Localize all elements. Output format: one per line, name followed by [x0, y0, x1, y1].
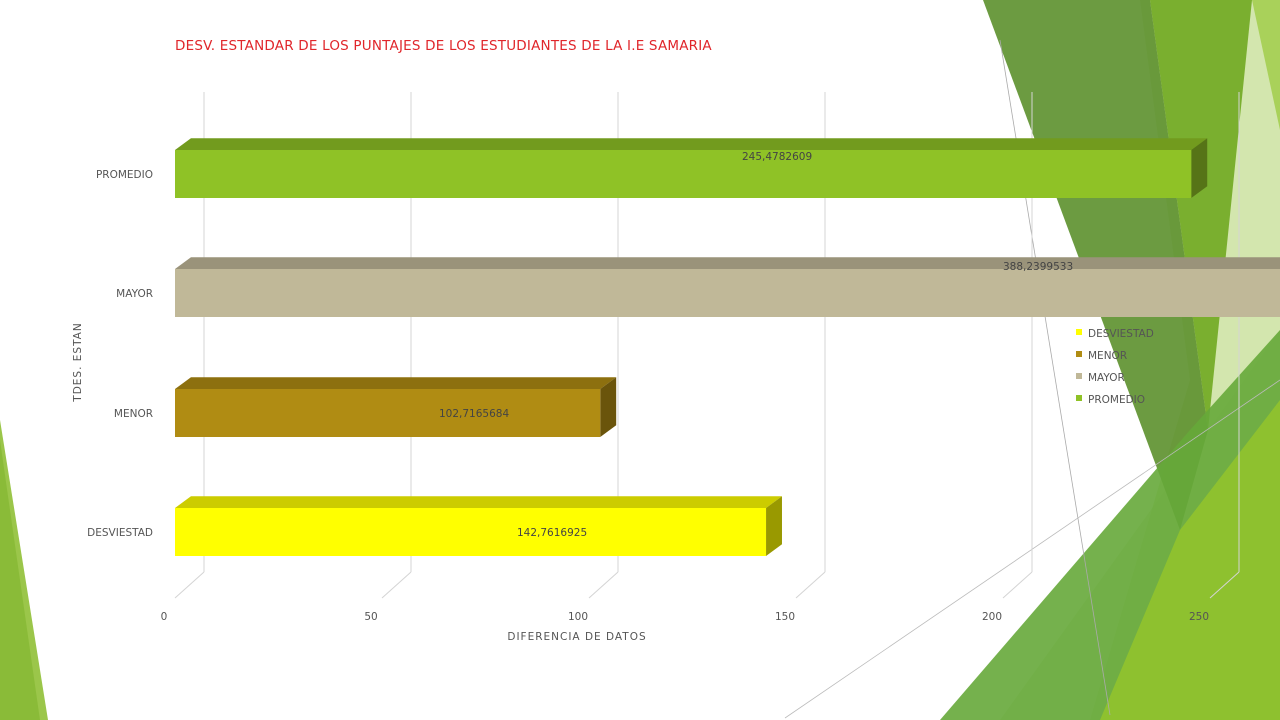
- x-tick-label: 200: [982, 611, 1002, 623]
- x-tick-label: 100: [568, 611, 588, 623]
- gridline-floor: [1209, 571, 1240, 599]
- gridline-floor: [795, 571, 826, 599]
- bar-desviestad: [175, 496, 782, 556]
- data-label: 142,7616925: [517, 527, 587, 539]
- legend-swatch: [1076, 395, 1082, 401]
- data-label: 388,2399533: [1003, 261, 1073, 273]
- x-tick-label: 0: [161, 611, 168, 623]
- bar-top-face: [175, 496, 782, 508]
- x-tick-label: 50: [364, 611, 377, 623]
- bar-top-face: [175, 377, 617, 389]
- y-category-label: MENOR: [114, 408, 153, 420]
- y-category-label: DESVIESTAD: [87, 527, 153, 539]
- legend: DESVIESTAD MENOR MAYOR PROMEDIO: [1076, 328, 1154, 406]
- data-label: 102,7165684: [439, 408, 509, 420]
- x-tick-label: 150: [775, 611, 795, 623]
- gridline-floor: [588, 571, 619, 599]
- bar-end-face: [1191, 138, 1208, 198]
- gridline-floor: [174, 571, 205, 599]
- legend-entry: PROMEDIO: [1088, 394, 1145, 406]
- legend-swatch: [1076, 373, 1082, 379]
- bar-top-face: [175, 138, 1208, 150]
- y-category-label: PROMEDIO: [96, 169, 153, 181]
- legend-swatch: [1076, 351, 1082, 357]
- y-axis-label: TDES. ESTAN: [72, 322, 84, 402]
- legend-swatch: [1076, 329, 1082, 335]
- bar-mayor: [175, 257, 1280, 317]
- bar-front-face: [175, 389, 601, 437]
- bar-front-face: [175, 508, 767, 556]
- x-axis-label: DIFERENCIA DE DATOS: [507, 631, 646, 643]
- gridline-floor: [381, 571, 412, 599]
- chart-title: DESV. ESTANDAR DE LOS PUNTAJES DE LOS ES…: [175, 38, 712, 54]
- bar-front-face: [175, 150, 1192, 198]
- x-tick-label: 250: [1189, 611, 1209, 623]
- bar-promedio: [175, 138, 1208, 198]
- legend-entry: MAYOR: [1088, 372, 1125, 384]
- legend-entry: DESVIESTAD: [1088, 328, 1154, 340]
- legend-entry: MENOR: [1088, 350, 1127, 362]
- bar-end-face: [766, 496, 782, 556]
- bar-menor: [175, 377, 617, 437]
- bar-front-face: [175, 269, 1280, 317]
- bar-end-face: [600, 377, 617, 437]
- bar-top-face: [175, 257, 1280, 269]
- y-category-label: MAYOR: [116, 288, 153, 300]
- gridline-floor: [1002, 571, 1033, 599]
- data-label: 245,4782609: [742, 151, 812, 163]
